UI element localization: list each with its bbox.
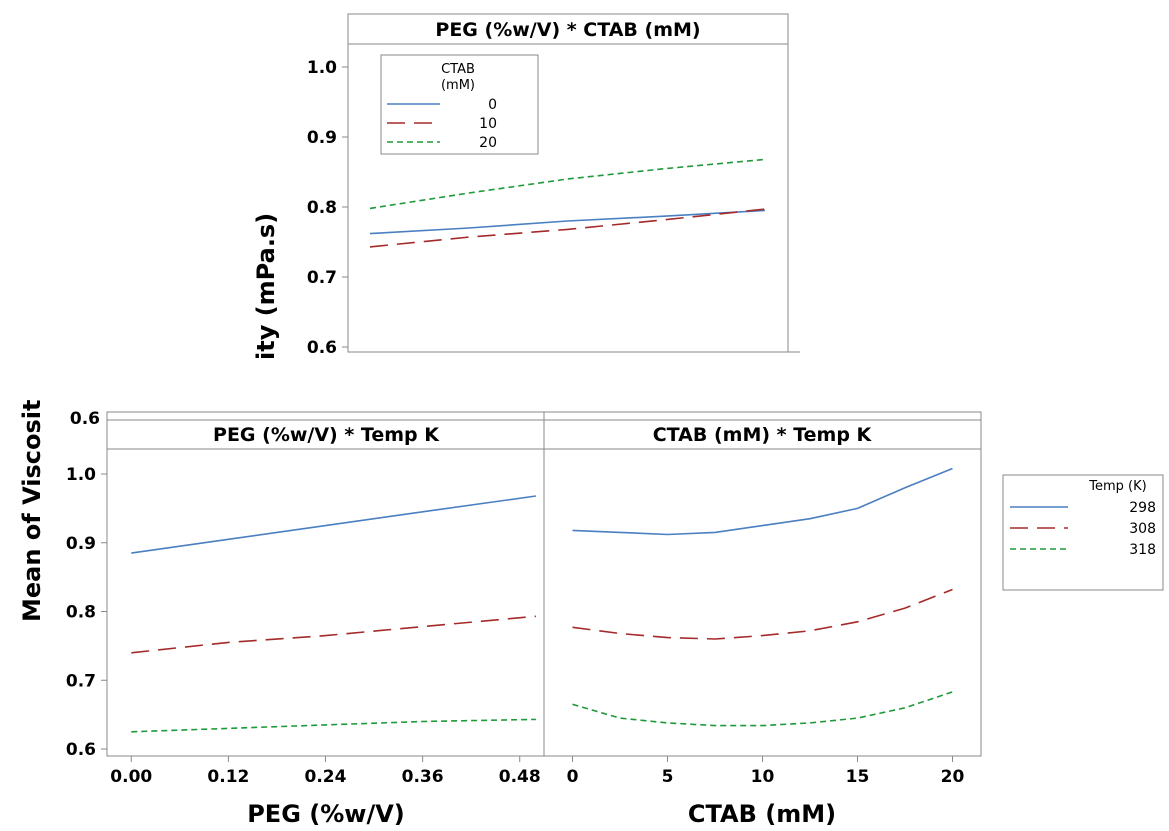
bottom-ytick-label: 1.0 <box>66 465 96 485</box>
ctab-legend-label-10: 10 <box>479 116 497 132</box>
ctab-legend-label-0: 0 <box>488 97 497 113</box>
y-axis-title-top: ity (mPa.s) <box>252 213 280 360</box>
temp-legend-title: Temp (K) <box>1088 479 1146 494</box>
top-panel-title: PEG (%w/V) * CTAB (mM) <box>435 19 700 41</box>
xtick-label: 10 <box>751 767 775 787</box>
right-series-temp-318 <box>572 691 953 727</box>
bottom-ytick-label: 0.7 <box>66 671 96 691</box>
ctab-legend-title-line2: (mM) <box>441 78 475 93</box>
x-axis-title-ctab: CTAB (mM) <box>688 800 836 828</box>
xtick-label: 0.24 <box>305 767 347 787</box>
xtick-label: 20 <box>941 767 965 787</box>
y-axis-title-bottom: Mean of Viscosit <box>18 400 46 622</box>
top-series-ctab-20 <box>369 158 766 210</box>
xtick-label: 0.48 <box>499 767 541 787</box>
top-panel: PEG (%w/V) * CTAB (mM) 1.0 0.9 0.8 0.7 0.6 C… <box>307 13 800 358</box>
right-series-temp-298 <box>572 467 953 536</box>
bottom-ytick-label: 0.9 <box>66 534 96 554</box>
left-panel-title: PEG (%w/V) * Temp K <box>213 424 440 446</box>
x-axis-title-peg: PEG (%w/V) <box>247 800 405 828</box>
top-series-ctab-0 <box>369 209 766 235</box>
right-panel-title: CTAB (mM) * Temp K <box>653 424 873 446</box>
left-series-temp-308 <box>131 615 536 654</box>
top-ytick-label: 1.0 <box>307 58 337 78</box>
xtick-label: 0 <box>567 767 579 787</box>
xtick-label: 0.36 <box>402 767 444 787</box>
right-series-temp-308 <box>572 588 953 640</box>
temp-legend-label-308: 308 <box>1129 521 1156 537</box>
top-ytick-label: 0.6 <box>307 338 337 358</box>
temp-legend: Temp (K) 298 308 318 <box>1002 474 1164 591</box>
xtick-label: 15 <box>846 767 870 787</box>
top-ytick-label: 0.7 <box>307 268 337 288</box>
temp-legend-label-298: 298 <box>1129 500 1156 516</box>
bottom-ytick-label: 0.8 <box>66 603 96 623</box>
bottom-ytick-label: 0.6 <box>66 740 96 760</box>
clipped-tick-0-6: 0.6 <box>70 409 100 429</box>
ctab-legend-title-line1: CTAB <box>441 62 475 77</box>
temp-legend-label-318: 318 <box>1129 542 1156 558</box>
top-ytick-label: 0.8 <box>307 198 337 218</box>
top-series-ctab-10 <box>369 208 766 248</box>
xtick-label: 0.12 <box>207 767 249 787</box>
left-series-temp-298 <box>131 495 537 554</box>
top-ytick-label: 0.9 <box>307 128 337 148</box>
ctab-legend: CTAB (mM) 0 10 20 <box>380 54 539 155</box>
xtick-label: 5 <box>662 767 674 787</box>
ctab-legend-label-20: 20 <box>479 135 497 151</box>
xtick-label: 0.00 <box>110 767 152 787</box>
bottom-panels: PEG (%w/V) * Temp K CTAB (mM) * Temp K 0… <box>66 409 982 828</box>
left-series-temp-318 <box>131 718 536 733</box>
